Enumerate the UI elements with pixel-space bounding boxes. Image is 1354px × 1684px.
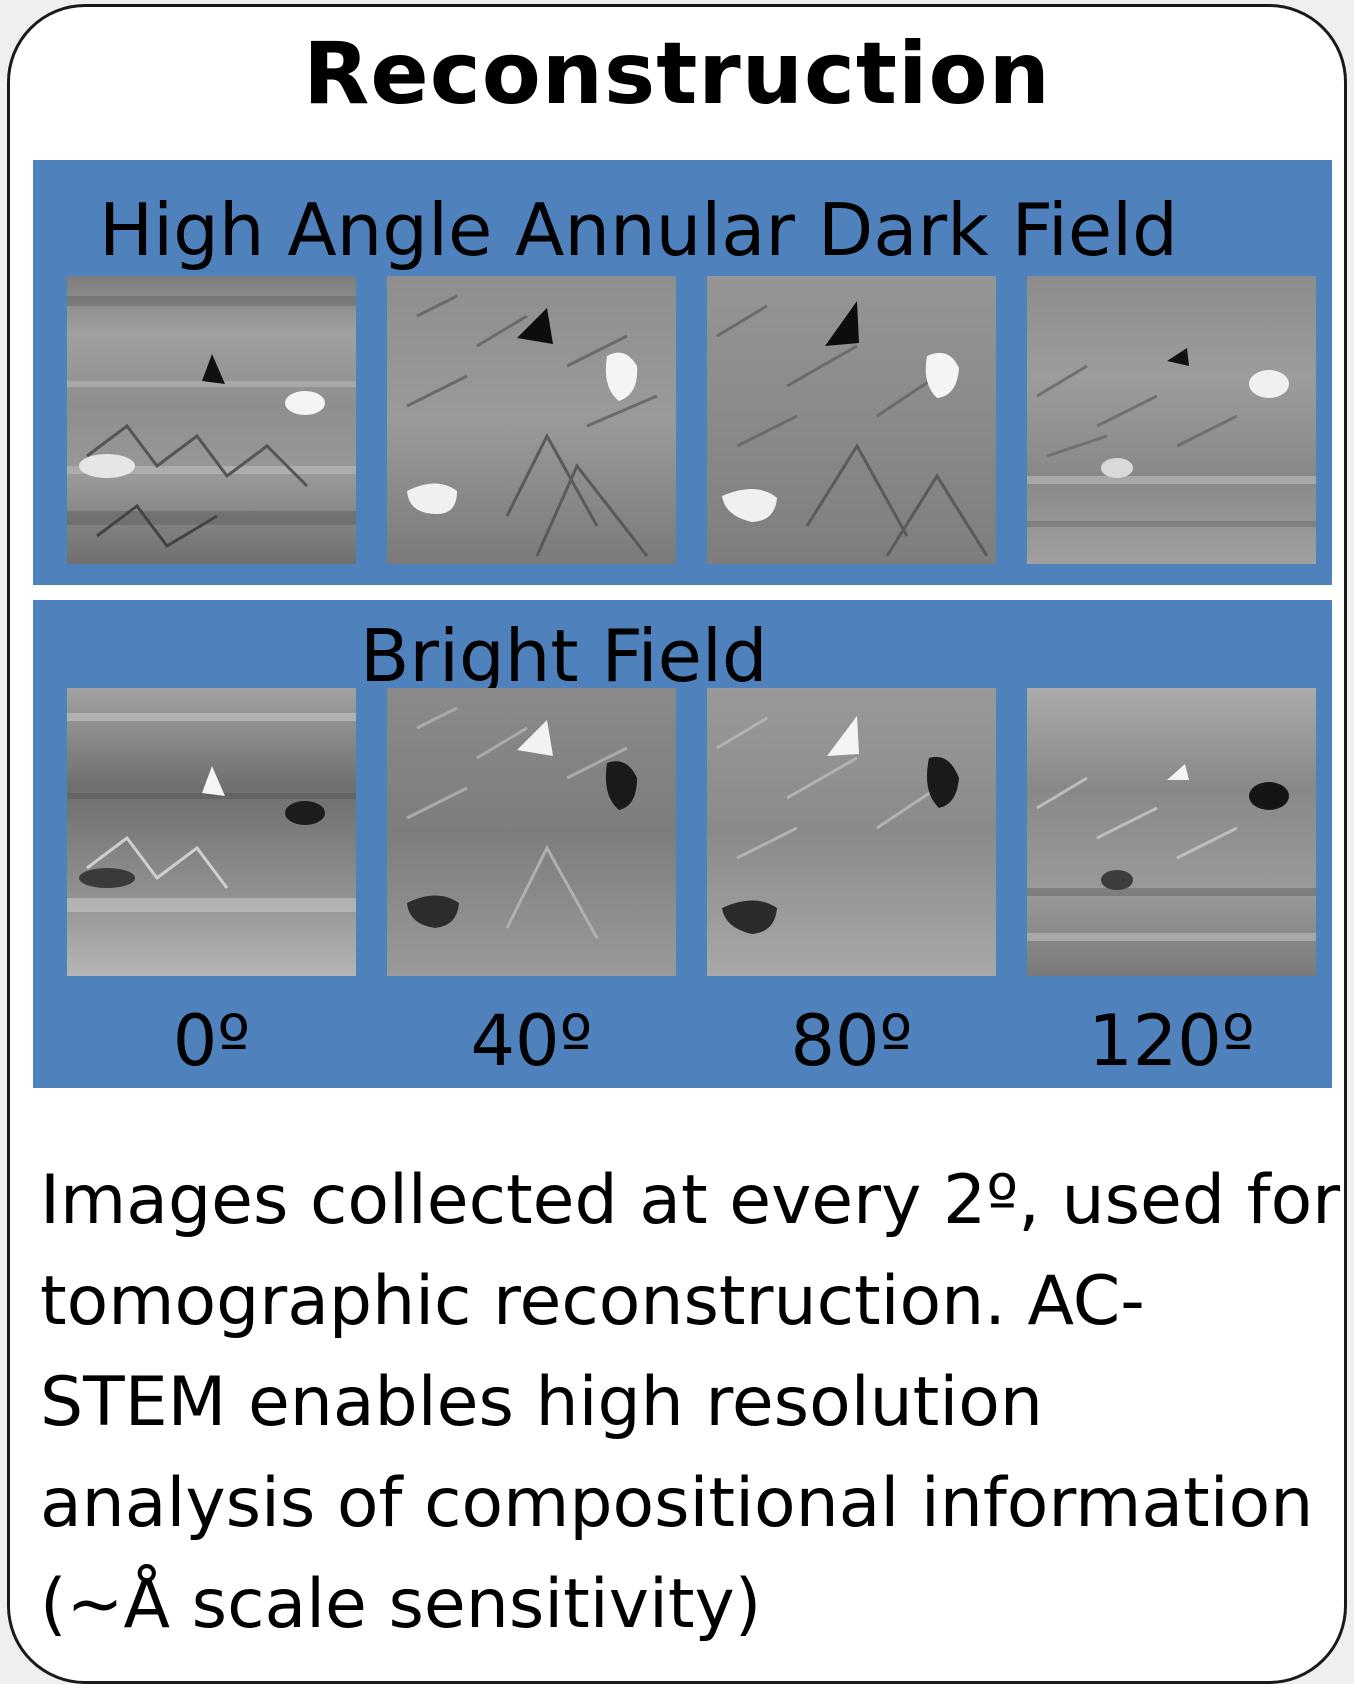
haadf-image-80 xyxy=(707,276,996,564)
haadf-image-120 xyxy=(1027,276,1316,564)
bright-field-image-120 xyxy=(1027,688,1316,976)
haadf-panel: High Angle Annular Dark Field xyxy=(33,160,1332,585)
bright-field-image-0 xyxy=(67,688,356,976)
bright-field-image-80 xyxy=(707,688,996,976)
bright-field-label: Bright Field xyxy=(360,614,768,698)
bright-field-image-40 xyxy=(387,688,676,976)
angle-label-40: 40º xyxy=(470,1000,593,1082)
caption-line: analysis of compositional information xyxy=(40,1464,1314,1543)
angle-label-0: 0º xyxy=(172,1000,251,1082)
angle-label-80: 80º xyxy=(790,1000,913,1082)
caption-line: Images collected at every 2º, used for xyxy=(40,1161,1341,1240)
slide-title: Reconstruction xyxy=(303,24,1051,124)
caption: Images collected at every 2º, used for t… xyxy=(40,1150,1340,1655)
caption-line: (~Å scale sensitivity) xyxy=(40,1565,762,1644)
haadf-image-0 xyxy=(67,276,356,564)
caption-line: tomographic reconstruction. AC- xyxy=(40,1262,1145,1341)
angle-label-120: 120º xyxy=(1088,1000,1255,1082)
haadf-label: High Angle Annular Dark Field xyxy=(99,188,1178,272)
caption-line: STEM enables high resolution xyxy=(40,1363,1043,1442)
haadf-image-40 xyxy=(387,276,676,564)
bright-field-panel: Bright Field xyxy=(33,600,1332,1088)
